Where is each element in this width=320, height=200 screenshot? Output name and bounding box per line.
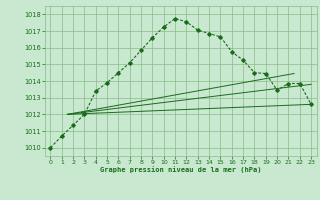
X-axis label: Graphe pression niveau de la mer (hPa): Graphe pression niveau de la mer (hPa) <box>100 167 261 173</box>
